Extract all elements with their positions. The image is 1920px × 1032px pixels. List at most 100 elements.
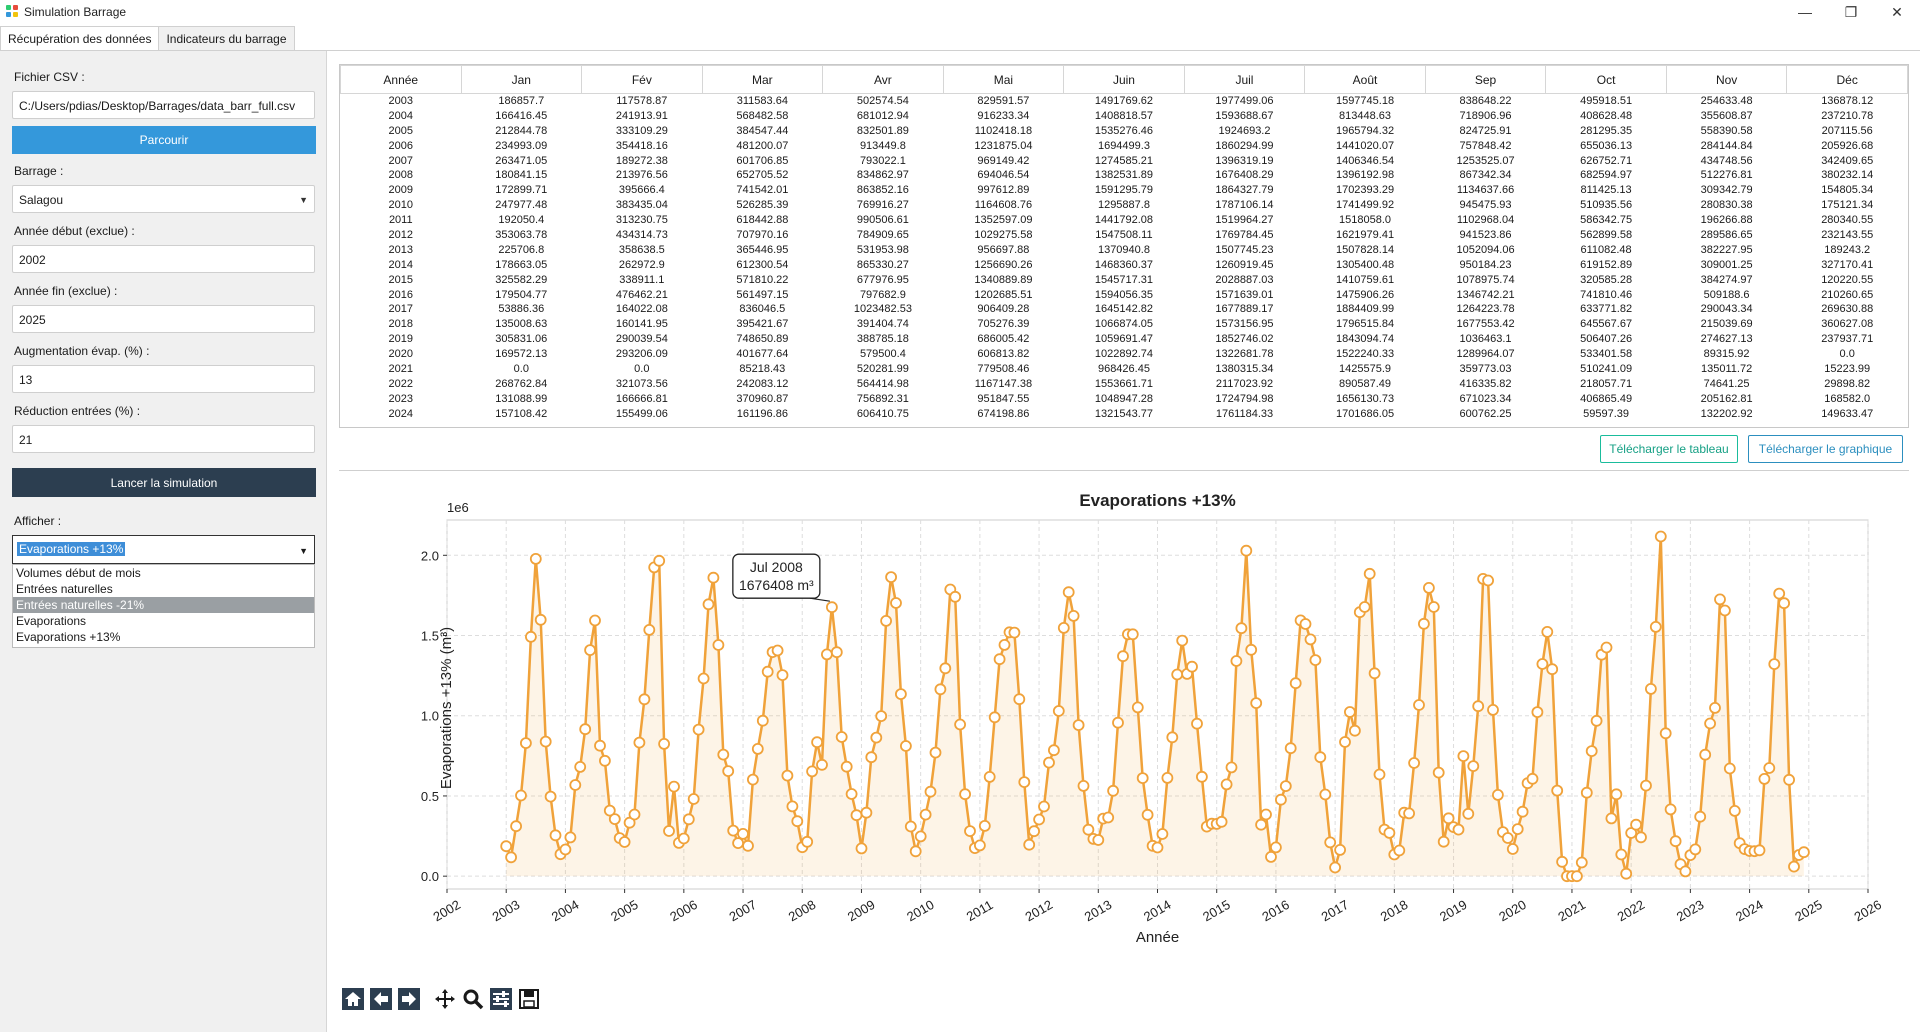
display-option[interactable]: Entrées naturelles -21% [13,597,314,613]
data-point [1363,567,1376,580]
table-row[interactable]: 2015 325582.29 338911.1 571810.22 677976.95 1… [341,272,1908,287]
data-point [1289,677,1302,690]
tab-recuperation[interactable]: Récupération des données [0,26,160,51]
table-cell: 2007 [388,154,413,167]
pan-icon[interactable] [432,986,458,1012]
back-icon[interactable] [368,986,394,1012]
table-row[interactable]: 2024 157108.42 155499.06 161196.86 606410.75… [341,406,1908,421]
csv-path-input[interactable]: C:/Users/pdias/Desktop/Barrages/data_bar… [12,91,315,119]
table-row[interactable]: 2008 180841.15 213976.56 652705.52 834862.97… [341,168,1908,183]
display-option[interactable]: Evaporations [16,614,87,628]
table-row[interactable]: 2021 0.0 0.0 85218.43 520281.99 779508.46 9684… [341,362,1908,377]
table-cell: 1231875.04 [974,139,1033,152]
table-cell: 956697.88 [977,243,1030,256]
table-row[interactable]: 2019 305831.06 290039.54 748650.89 388785.18… [341,332,1908,347]
table-cell: 990506.61 [856,214,909,227]
table-row[interactable]: 2014 178663.05 262972.9 612300.54 865330.27 1… [341,257,1908,272]
configure-icon[interactable] [488,986,514,1012]
column-header[interactable]: Année [340,65,462,94]
tab-indicateurs[interactable]: Indicateurs du barrage [158,26,295,51]
display-select[interactable]: Evaporations +13% ▼ [12,535,315,564]
barrage-select[interactable]: Salagou ▼ [12,185,315,213]
data-table[interactable]: Année Jan Fév Mar Avr Mai Juin Juil Août Sep Oct No… [339,64,1909,428]
table-row[interactable]: 2012 353063.78 434314.73 707970.16 784909.65… [341,228,1908,243]
table-cell: 741810.46 [1580,288,1633,301]
close-button[interactable]: ✕ [1891,3,1903,20]
column-header[interactable]: Avr [822,65,944,94]
data-point [579,723,592,736]
table-cell: 172899.71 [495,184,548,197]
table-cell: 53886.36 [498,303,545,316]
table-cell: 1593688.67 [1215,109,1274,122]
table-cell: 117578.87 [616,95,668,108]
column-header[interactable]: Fév [581,65,703,94]
data-point [1457,750,1470,763]
table-cell: 1425575.9 [1339,362,1392,375]
data-point [1664,803,1677,816]
table-cell: 1741499.92 [1335,199,1395,212]
table-row[interactable]: 2004 166416.45 241913.91 568482.58 681012.94… [341,108,1908,123]
data-point [549,829,562,842]
column-header[interactable]: Jan [460,65,583,94]
table-row[interactable]: 2006 234993.09 354418.16 481200.07 913449.8 1… [341,138,1908,153]
table-header-row: Année Jan Fév Mar Avr Mai Juin Juil Août Sep Oct No… [340,65,1908,94]
browse-button[interactable]: Parcourir [12,126,316,154]
download-chart-button[interactable]: Télécharger le graphique [1748,435,1903,463]
inflow-reduction-input[interactable]: 21 [12,425,315,453]
table-row[interactable]: 2016 179504.77 476462.21 561497.15 797682.9 1… [341,287,1908,302]
table-cell: 1594056.35 [1094,288,1154,301]
table-cell: 571810.22 [736,273,789,286]
data-point [1112,716,1124,729]
zoom-icon[interactable] [460,986,486,1012]
table-cell: 1977499.06 [1215,95,1274,108]
table-row[interactable]: 2017 53886.36 164022.08 836046.5 1023482.53 9… [341,302,1908,317]
save-icon[interactable] [516,986,542,1012]
data-point [1783,773,1795,786]
table-row[interactable]: 2022 268762.84 321073.56 242083.12 564414.98… [341,376,1908,391]
table-row[interactable]: 2023 131088.99 166666.81 370960.87 756892.31… [341,391,1908,406]
table-row[interactable]: 2013 225706.8 358638.5 365446.95 531953.98 95… [341,242,1908,257]
table-cell: 247977.48 [495,199,548,212]
column-header[interactable]: Juil [1183,65,1306,94]
table-row[interactable]: 2020 169572.13 293206.09 401677.64 579500.4 6… [341,347,1908,362]
display-option[interactable]: Evaporations +13% [16,630,121,644]
table-row[interactable]: 2018 135008.63 160141.95 395421.67 391404.74… [341,317,1908,332]
table-row[interactable]: 2010 247977.48 383435.04 526285.39 769916.27… [341,198,1908,213]
table-row[interactable]: 2011 192050.4 313230.75 618442.88 990506.61 1… [341,213,1908,228]
column-header[interactable]: Mar [701,65,824,94]
home-icon[interactable] [340,986,366,1012]
data-point [1635,831,1647,844]
column-header[interactable]: Sep [1424,65,1547,94]
column-header[interactable]: Nov [1665,65,1788,94]
evaporation-chart[interactable]: 2002 2003 2004 2005 2006 2007 2008 2009 2010 2011… [330,472,1918,972]
column-header[interactable]: Août [1304,65,1426,94]
end-year-input[interactable]: 2025 [12,305,315,333]
restore-button[interactable]: ❐ [1844,3,1858,20]
table-cell: 401677.64 [736,348,789,361]
data-point [1008,626,1021,639]
data-point [653,554,666,567]
run-simulation-button[interactable]: Lancer la simulation [12,468,316,497]
column-header[interactable]: Oct [1545,65,1667,94]
table-row[interactable]: 2007 263471.05 189272.38 601706.85 793022.1 9… [341,153,1908,168]
table-row[interactable]: 2003 186857.7 117578.87 311583.64 502574.54 8… [341,94,1908,109]
table-row[interactable]: 2005 212844.78 333109.29 384547.44 832501.89… [341,123,1908,138]
table-cell: 1864327.79 [1215,184,1274,197]
table-cell: 813448.63 [1339,109,1392,122]
table-row[interactable]: 2009 172899.71 395666.4 741542.01 863852.16 9… [341,183,1908,198]
display-option[interactable]: Entrées naturelles [16,582,113,596]
column-header[interactable]: Déc [1786,65,1908,94]
column-header[interactable]: Mai [942,65,1065,94]
forward-icon[interactable] [396,986,422,1012]
table-cell: 969149.42 [977,154,1030,167]
evap-increase-input[interactable]: 13 [12,365,315,393]
table-cell: 434314.73 [615,228,668,241]
start-year-input[interactable]: 2002 [12,245,315,273]
table-cell: 180841.15 [495,169,548,182]
minimize-button[interactable]: — [1798,4,1812,20]
data-point [1082,823,1095,836]
data-point [880,614,892,627]
download-table-button[interactable]: Télécharger le tableau [1600,435,1738,463]
column-header[interactable]: Juin [1063,65,1185,94]
display-option[interactable]: Volumes début de mois [16,566,141,580]
